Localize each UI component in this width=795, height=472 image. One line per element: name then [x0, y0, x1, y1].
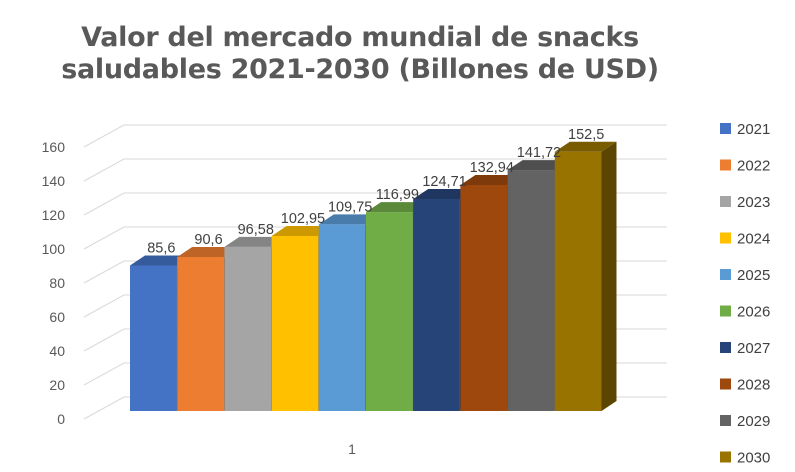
bar-top-2024	[271, 225, 334, 236]
data-label-2029: 141,72	[517, 145, 561, 161]
legend-label-2024: 2024	[737, 231, 770, 248]
bar-top-2021	[130, 255, 192, 266]
bar-top-2022	[177, 246, 239, 257]
legend-swatch-2022	[720, 159, 731, 171]
bar-top-2028	[460, 175, 523, 186]
gridline-160	[83, 124, 667, 148]
bar-front-2029	[507, 170, 555, 411]
chart-title-line-2: saludables 2021-2030 (Billones de USD)	[61, 54, 659, 85]
legend-label-2026: 2026	[737, 304, 770, 321]
data-label-2028: 132,94	[470, 160, 514, 176]
bar-top-2025	[318, 214, 381, 225]
bar-front-2021	[130, 265, 177, 411]
legend-item-2025: 2025	[720, 267, 770, 284]
y-tick-label-20: 20	[49, 377, 65, 393]
bar-top-2029	[507, 160, 570, 171]
legend-label-2028: 2028	[737, 377, 770, 394]
legend-item-2023: 2023	[720, 194, 770, 211]
legend-label-2023: 2023	[737, 194, 770, 211]
y-tick-label-80: 80	[49, 275, 65, 291]
data-label-2021: 85,6	[147, 240, 175, 256]
bar-front-2022	[177, 256, 224, 411]
bar-2030	[554, 141, 617, 411]
legend-item-2021: 2021	[720, 121, 770, 138]
data-label-2026: 116,99	[376, 187, 419, 203]
data-label-2022: 90,6	[194, 232, 222, 248]
bar-front-2027	[413, 198, 460, 411]
y-tick-label-100: 100	[42, 241, 66, 257]
legend-label-2029: 2029	[737, 413, 770, 430]
data-label-2023: 96,58	[238, 222, 274, 238]
legend-item-2030: 2030	[720, 450, 770, 467]
bar-front-2028	[460, 185, 508, 411]
chart-title-line-1: Valor del mercado mundial de snacks	[81, 22, 639, 53]
legend-swatch-2023	[720, 196, 731, 207]
bar-top-2026	[366, 202, 428, 213]
legend-label-2022: 2022	[737, 158, 770, 175]
bars	[130, 141, 617, 411]
data-label-2030: 152,5	[568, 127, 604, 143]
legend-swatch-2028	[720, 378, 731, 390]
bar-side-2030	[601, 141, 617, 411]
legend-item-2022: 2022	[720, 158, 770, 175]
legend-swatch-2027	[720, 342, 731, 353]
legend-swatch-2025	[720, 269, 731, 280]
legend-label-2025: 2025	[737, 267, 770, 284]
legend-label-2030: 2030	[737, 450, 770, 467]
data-label-2024: 102,95	[281, 211, 325, 227]
legend-item-2027: 2027	[720, 340, 770, 357]
data-labels: 85,6 90,6 96,58 102,95109,75116,99124,71132…	[147, 127, 604, 257]
gridline-140	[83, 158, 667, 182]
data-label-2027: 124,71	[422, 174, 466, 190]
legend-label-2021: 2021	[737, 121, 770, 138]
legend-swatch-2024	[720, 232, 731, 244]
bar-top-2023	[224, 236, 287, 247]
x-tick-label: 1	[348, 441, 356, 457]
bar-top-2030	[554, 141, 617, 152]
y-tick-label-160: 160	[42, 139, 66, 155]
bar-front-2025	[318, 224, 366, 411]
legend: 2021 2022 2023 2024 2025 2026 2027 2028 2029 2030	[720, 121, 770, 467]
legend-swatch-2030	[720, 451, 731, 463]
bar-top-2027	[413, 188, 475, 199]
legend-swatch-2021	[720, 123, 731, 134]
legend-item-2024: 2024	[720, 231, 770, 248]
y-tick-label-140: 140	[42, 173, 66, 189]
y-tick-label-0: 0	[57, 411, 65, 427]
data-label-2025: 109,75	[328, 199, 372, 215]
chart-title: Valor del mercado mundial de snacks salu…	[60, 22, 660, 86]
bar-front-2024	[271, 235, 319, 411]
y-tick-label-40: 40	[49, 343, 65, 359]
legend-swatch-2029	[720, 415, 731, 426]
y-axis-ticks: 0 20 40 60 80 100 120 140 160	[42, 139, 66, 427]
legend-item-2026: 2026	[720, 304, 770, 321]
bar-front-2030	[554, 151, 602, 411]
y-tick-label-120: 120	[42, 207, 66, 223]
bar-front-2023	[224, 246, 272, 411]
y-tick-label-60: 60	[49, 309, 65, 325]
bar-front-2026	[366, 212, 413, 411]
legend-item-2029: 2029	[720, 413, 770, 430]
legend-label-2027: 2027	[737, 340, 770, 357]
legend-item-2028: 2028	[720, 377, 770, 394]
legend-swatch-2026	[720, 305, 731, 317]
